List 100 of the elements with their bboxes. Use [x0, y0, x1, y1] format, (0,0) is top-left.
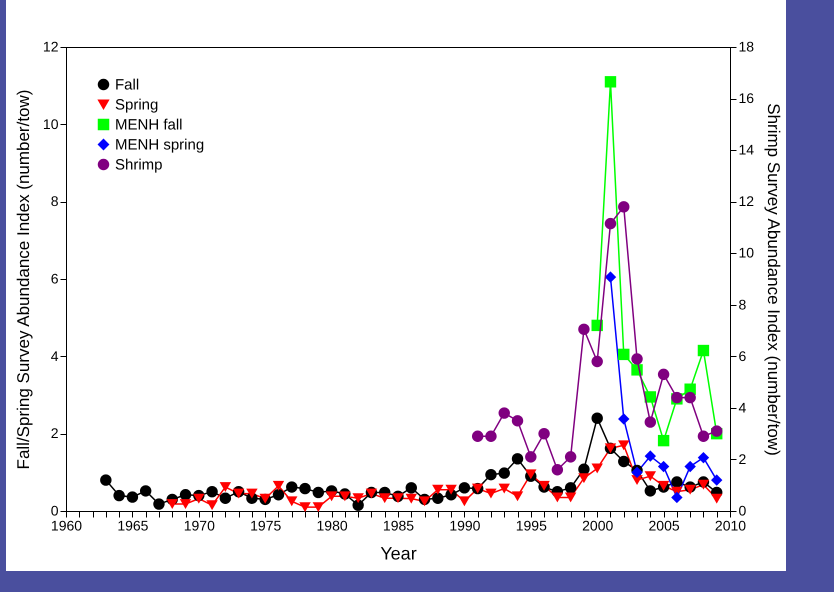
x-tick-label: 1960: [50, 518, 82, 534]
point: [180, 489, 192, 500]
point: [498, 484, 510, 494]
point: [618, 348, 630, 360]
legend-label: Fall: [115, 76, 140, 94]
x-tick-label: 2010: [714, 518, 746, 534]
point: [552, 492, 564, 502]
point: [592, 356, 603, 368]
point: [485, 468, 497, 480]
point: [339, 491, 351, 502]
point: [698, 452, 710, 464]
point: [180, 499, 192, 509]
point: [140, 485, 152, 497]
point: [472, 430, 484, 442]
point: [564, 451, 576, 463]
point: [299, 482, 311, 494]
point: [592, 464, 603, 474]
point: [618, 413, 630, 425]
point: [644, 485, 656, 497]
point: [644, 450, 656, 462]
point: [564, 492, 576, 502]
point: [485, 430, 497, 442]
legend-label: Spring: [115, 96, 158, 114]
point: [538, 428, 550, 440]
point: [671, 492, 683, 504]
point: [458, 482, 470, 494]
y2-tick-label: 16: [738, 90, 754, 106]
point: [644, 416, 656, 428]
y-axis-title: Fall/Spring Survey Abundance Index (number/tow): [14, 90, 33, 470]
x-axis-title: Year: [380, 544, 417, 564]
point: [379, 493, 390, 504]
point: [312, 502, 324, 512]
point: [671, 476, 683, 488]
legend-label: MENH spring: [115, 136, 204, 154]
point: [684, 484, 696, 495]
point: [445, 484, 457, 495]
point: [552, 464, 564, 476]
y-tick-label: 6: [50, 270, 59, 286]
point: [220, 482, 232, 492]
y2-tick-label: 14: [738, 142, 754, 158]
point: [312, 486, 324, 498]
point: [485, 488, 497, 499]
point: [698, 430, 710, 442]
x-tick-label: 1975: [250, 518, 282, 534]
x-tick-label: 1995: [516, 518, 548, 534]
y2-axis-title: Shrimp Survey Abundance Index (number/tow): [764, 103, 784, 456]
point: [406, 494, 417, 504]
point: [604, 76, 616, 88]
point: [406, 482, 417, 494]
point: [604, 271, 616, 283]
point: [658, 368, 670, 380]
x-tick-label: 1980: [316, 518, 348, 534]
point: [153, 498, 165, 510]
y2-tick-label: 4: [738, 399, 746, 416]
point: [644, 471, 656, 482]
point: [698, 344, 710, 356]
point: [512, 491, 524, 502]
point: [525, 469, 536, 480]
point: [272, 489, 284, 500]
legend-label: MENH fall: [115, 116, 183, 134]
point: [658, 460, 670, 472]
point: [352, 493, 364, 504]
x-tick-label: 1970: [184, 518, 216, 534]
point: [193, 494, 204, 504]
y-tick-label: 2: [50, 425, 59, 442]
point: [206, 486, 218, 498]
point: [658, 434, 670, 446]
x-tick-label: 2000: [582, 518, 614, 534]
y2-tick-label: 6: [738, 348, 746, 364]
point: [220, 492, 232, 504]
y2-tick-label: 12: [738, 193, 754, 210]
point: [578, 473, 590, 484]
y-tick-label: 8: [50, 193, 59, 210]
y-tick-label: 0: [50, 502, 59, 518]
point: [711, 494, 722, 504]
point: [498, 407, 510, 419]
point: [286, 496, 298, 506]
point: [564, 482, 576, 494]
y-tick-label: 10: [42, 116, 59, 132]
point: [711, 474, 722, 486]
point: [326, 491, 338, 502]
point: [684, 460, 696, 472]
point: [592, 412, 603, 424]
y2-tick-label: 18: [738, 38, 754, 54]
point: [272, 480, 284, 491]
y2-tick-label: 0: [738, 502, 746, 518]
point: [432, 484, 444, 495]
point: [100, 474, 112, 486]
point: [392, 493, 404, 504]
point: [618, 201, 630, 213]
point: [246, 488, 258, 499]
y2-tick-label: 2: [738, 450, 746, 467]
y-tick-label: 12: [42, 38, 59, 54]
point: [512, 415, 524, 426]
point: [206, 500, 218, 510]
point: [525, 451, 536, 463]
x-tick-label: 2005: [648, 518, 680, 534]
point: [113, 490, 125, 502]
x-tick-label: 1990: [449, 518, 481, 534]
y2-tick-label: 8: [738, 296, 746, 312]
